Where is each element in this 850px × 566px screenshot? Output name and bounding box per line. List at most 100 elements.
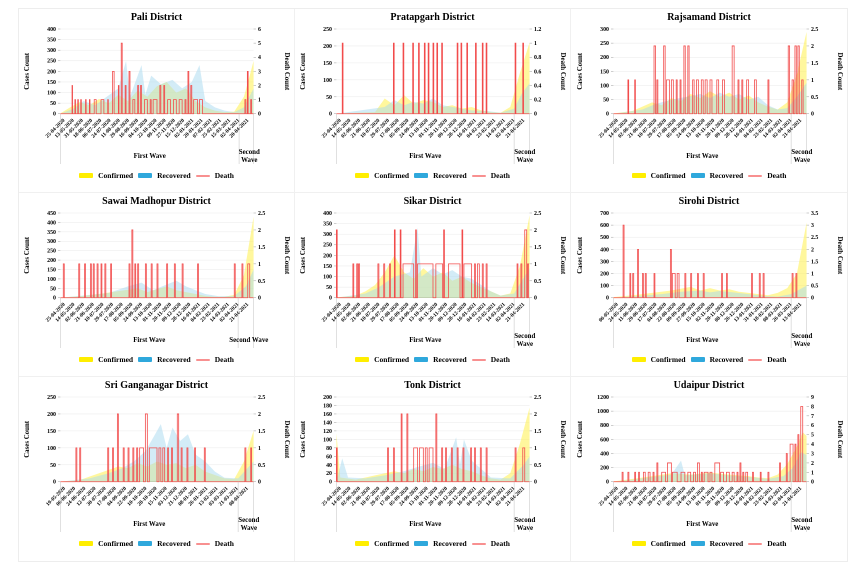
svg-text:0.2: 0.2 [534, 98, 541, 104]
svg-text:700: 700 [600, 211, 609, 217]
svg-text:350: 350 [47, 230, 56, 236]
svg-text:250: 250 [323, 27, 332, 33]
confirmed-swatch-icon [631, 173, 646, 178]
svg-text:3: 3 [811, 451, 814, 457]
plot-area: 05010015020025000.511.522.519-05-202006-… [24, 395, 290, 532]
chart-title: Sirohi District [678, 196, 740, 207]
svg-text:First Wave: First Wave [409, 153, 441, 160]
svg-text:100: 100 [47, 91, 56, 97]
svg-text:Second: Second [239, 149, 260, 156]
svg-text:600: 600 [600, 223, 609, 229]
svg-text:Cases Count: Cases Count [300, 52, 307, 90]
svg-text:250: 250 [47, 59, 56, 65]
recovered-swatch-icon [138, 173, 153, 178]
svg-text:50: 50 [326, 95, 332, 101]
svg-text:150: 150 [47, 267, 56, 273]
legend-label-confirmed: Confirmed [98, 171, 134, 180]
svg-text:60: 60 [326, 454, 332, 460]
svg-text:200: 200 [323, 44, 332, 50]
svg-text:Cases Count: Cases Count [576, 236, 583, 274]
svg-text:2.5: 2.5 [258, 395, 265, 401]
svg-text:2: 2 [258, 83, 261, 89]
legend-row: Confirmed Recovered Death [79, 539, 234, 548]
legend-row: Confirmed Recovered Death [79, 171, 234, 180]
svg-text:250: 250 [323, 243, 332, 249]
chart-card-pratapgarh: Pratapgarh District 0 50 100 150 200 250 0 0.2 0… [295, 9, 571, 193]
chart-title: Pratapgarh District [390, 12, 475, 23]
chart-title: Sawai Madhopur District [102, 196, 211, 207]
svg-text:1.2: 1.2 [534, 27, 541, 33]
svg-text:0: 0 [534, 112, 537, 118]
svg-text:140: 140 [323, 420, 332, 426]
svg-text:Death Count: Death Count [283, 237, 290, 275]
death-swatch-icon [748, 174, 763, 177]
plot-area: 05010015020025000.20.40.60.811.225-04-20… [300, 27, 566, 164]
svg-text:1.5: 1.5 [258, 245, 265, 251]
legend-row: Confirmed Recovered Death [631, 539, 786, 548]
legend-label-confirmed: Confirmed [374, 355, 410, 364]
svg-text:5: 5 [811, 433, 814, 439]
death-swatch-icon [748, 358, 763, 361]
svg-text:2.5: 2.5 [811, 27, 818, 33]
svg-text:9: 9 [811, 395, 814, 401]
svg-text:0.5: 0.5 [258, 279, 265, 285]
svg-text:1000: 1000 [597, 409, 609, 415]
legend-label-recovered: Recovered [433, 539, 467, 548]
plot-area: 020040060080010001200012345678925-04-202… [576, 395, 842, 532]
svg-text:100: 100 [323, 78, 332, 84]
svg-text:0: 0 [534, 480, 537, 486]
svg-text:0.5: 0.5 [258, 463, 265, 469]
death-swatch-icon [471, 542, 486, 545]
legend-label-recovered: Recovered [157, 355, 191, 364]
confirmed-swatch-icon [631, 357, 646, 362]
svg-text:0.6: 0.6 [534, 69, 541, 75]
svg-text:4: 4 [258, 55, 261, 61]
confirmed-swatch-icon [355, 173, 370, 178]
figure-grid: Pali District 0 50 100 150 200 250 300 350 400 0 1… [18, 8, 848, 562]
chart-card-sawai-madhopur: Sawai Madhopur District 0 50 100 150 200 250 3… [19, 193, 295, 377]
svg-text:0.8: 0.8 [534, 55, 541, 61]
confirmed-swatch-icon [355, 541, 370, 546]
svg-text:2: 2 [258, 412, 261, 418]
svg-text:0: 0 [53, 296, 56, 302]
svg-text:1: 1 [258, 98, 261, 104]
plot-area: 05010015020025030035040000.511.522.525-0… [300, 211, 566, 348]
svg-text:Wave: Wave [241, 525, 257, 532]
legend-label-confirmed: Confirmed [98, 355, 134, 364]
legend-label-confirmed: Confirmed [374, 171, 410, 180]
svg-text:3: 3 [811, 223, 814, 229]
svg-text:100: 100 [47, 277, 56, 283]
svg-text:300: 300 [600, 259, 609, 265]
svg-text:200: 200 [47, 69, 56, 75]
svg-text:250: 250 [600, 41, 609, 47]
legend-label-recovered: Recovered [433, 171, 467, 180]
svg-text:Cases Count: Cases Count [300, 236, 307, 274]
svg-text:2.5: 2.5 [534, 395, 541, 401]
death-swatch-icon [471, 174, 486, 177]
recovered-swatch-icon [690, 541, 705, 546]
svg-text:First Wave: First Wave [686, 337, 718, 344]
legend-label-confirmed: Confirmed [650, 171, 686, 180]
chart-title: Rajsamand District [667, 12, 751, 23]
chart-card-rajsamand: Rajsamand District 0 50 100 150 200 250 300 0 0.… [571, 9, 847, 193]
svg-text:150: 150 [323, 61, 332, 67]
svg-text:Second Wave: Second Wave [229, 337, 268, 344]
svg-text:0.5: 0.5 [811, 95, 818, 101]
svg-text:First Wave: First Wave [134, 153, 166, 160]
svg-text:0: 0 [53, 112, 56, 118]
svg-text:1: 1 [811, 470, 814, 476]
svg-text:Second: Second [791, 333, 812, 340]
confirmed-swatch-icon [79, 541, 94, 546]
svg-text:2.5: 2.5 [534, 211, 541, 217]
svg-text:1: 1 [258, 446, 261, 452]
svg-text:Wave: Wave [517, 341, 533, 348]
svg-text:Cases Count: Cases Count [576, 52, 583, 90]
svg-text:2: 2 [534, 228, 537, 234]
svg-text:1.5: 1.5 [811, 61, 818, 67]
plot-area: 010020030040050060070000.511.522.533.506… [576, 211, 842, 348]
svg-text:50: 50 [326, 285, 332, 291]
svg-text:600: 600 [600, 437, 609, 443]
plot-area: 050100150200250300350400012345625-04-202… [24, 27, 290, 164]
svg-text:1.5: 1.5 [258, 429, 265, 435]
svg-text:8: 8 [811, 404, 814, 410]
